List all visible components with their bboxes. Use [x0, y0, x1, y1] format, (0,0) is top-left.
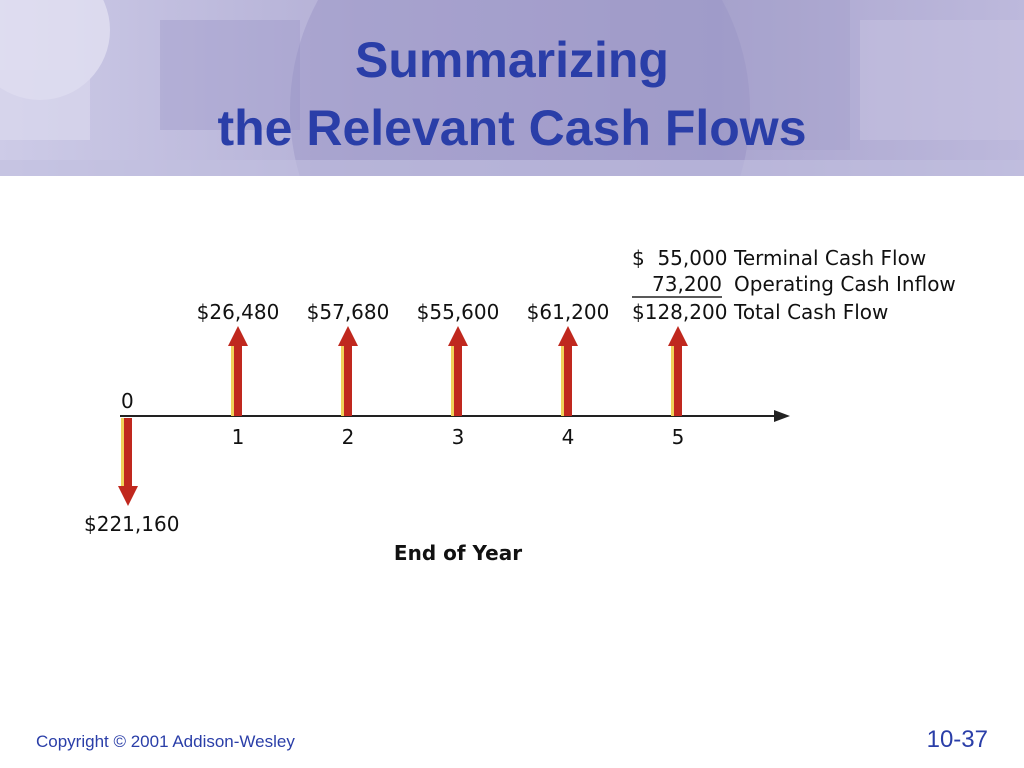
footer-copyright: Copyright © 2001 Addison-Wesley: [36, 732, 295, 751]
inflow-arrow-year-1: [228, 326, 248, 416]
year-tick-2: 2: [341, 425, 355, 449]
operating-cash-inflow-amount: 73,200: [652, 272, 722, 296]
total-cash-flow-amount: $128,200: [632, 300, 728, 324]
initial-outflow-label: $221,160: [84, 512, 180, 536]
operating-cash-inflow-label: Operating Cash Inflow: [734, 272, 956, 296]
year-tick-1: 1: [231, 425, 245, 449]
slide-number: 10-37: [926, 726, 988, 753]
inflow-amount-year-3: $55,600: [416, 300, 500, 324]
page-title-line-1: Summarizing: [355, 32, 669, 88]
timeline-arrowhead: [774, 410, 790, 422]
total-cash-flow-label: Total Cash Flow: [734, 300, 889, 324]
inflow-amount-year-4: $61,200: [526, 300, 610, 324]
inflow-arrow-year-2: [338, 326, 358, 416]
header-banner: Summarizing the Relevant Cash Flows: [0, 0, 1024, 176]
inflow-amount-year-1: $26,480: [196, 300, 280, 324]
inflow-arrow-year-3: [448, 326, 468, 416]
terminal-cash-flow-amount: $ 55,000: [632, 246, 728, 270]
inflow-amount-year-2: $57,680: [306, 300, 390, 324]
banner-background: [0, 0, 1024, 176]
axis-title: End of Year: [393, 541, 523, 565]
outflow-arrow-year-0: [118, 418, 138, 506]
terminal-cash-flow-label: Terminal Cash Flow: [734, 246, 927, 270]
inflow-arrow-year-4: [558, 326, 578, 416]
inflow-arrow-year-5: [668, 326, 688, 416]
year-tick-5: 5: [671, 425, 685, 449]
origin-label: 0: [121, 389, 134, 413]
page-title-line-2: the Relevant Cash Flows: [217, 100, 807, 156]
year-tick-4: 4: [561, 425, 575, 449]
year-tick-3: 3: [451, 425, 465, 449]
